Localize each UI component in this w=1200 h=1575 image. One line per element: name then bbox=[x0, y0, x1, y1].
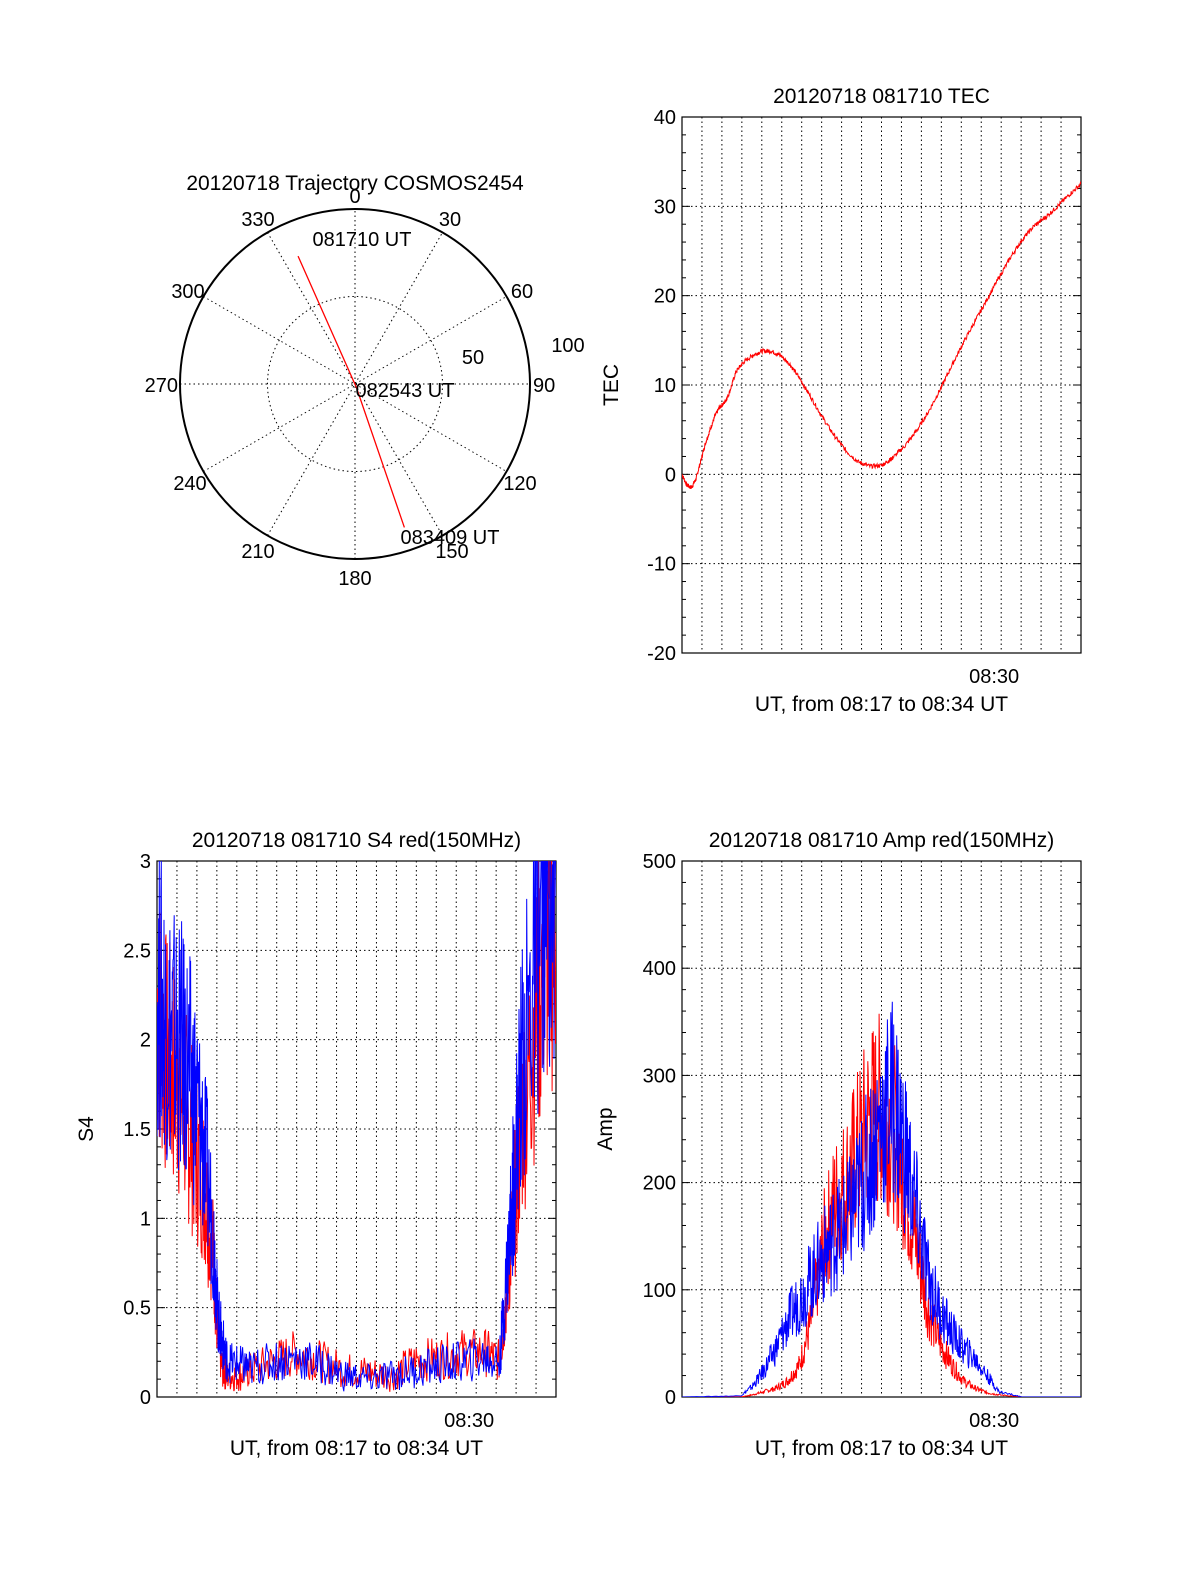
series-line-blue bbox=[682, 1001, 1081, 1397]
y-tick-label: 0 bbox=[665, 464, 676, 486]
s4-panel-title: 20120718 081710 S4 red(150MHz) bbox=[192, 829, 521, 852]
polar-title: 20120718 Trajectory COSMOS2454 bbox=[186, 172, 524, 195]
y-tick-label: 2 bbox=[140, 1030, 151, 1052]
trajectory-point-label: 082543 UT bbox=[356, 380, 455, 402]
y-tick-label: 400 bbox=[643, 958, 676, 980]
polar-azimuth-label: 0 bbox=[349, 186, 360, 208]
polar-azimuth-label: 210 bbox=[241, 541, 274, 563]
y-tick-label: 1.5 bbox=[123, 1119, 151, 1141]
x-tick-label: 08:30 bbox=[969, 666, 1019, 688]
y-tick-label: 2.5 bbox=[123, 940, 151, 962]
polar-azimuth-label: 330 bbox=[241, 209, 274, 231]
trajectory-line bbox=[297, 255, 405, 528]
series-line-red bbox=[682, 180, 1081, 489]
series-line-blue bbox=[157, 861, 556, 1392]
tec-panel-title: 20120718 081710 TEC bbox=[773, 85, 990, 108]
plot-frame bbox=[681, 116, 1082, 654]
polar-azimuth-label: 90 bbox=[533, 375, 555, 397]
y-tick-label: 0 bbox=[140, 1387, 151, 1409]
polar-plot bbox=[179, 208, 531, 560]
plot-frame bbox=[681, 860, 1082, 1398]
amp-panel bbox=[681, 860, 1082, 1398]
y-tick-label: -10 bbox=[647, 554, 676, 576]
polar-azimuth-label: 30 bbox=[439, 209, 461, 231]
y-tick-label: 0.5 bbox=[123, 1298, 151, 1320]
y-tick-label: 40 bbox=[654, 107, 676, 129]
y-axis-label: Amp bbox=[594, 1107, 617, 1150]
y-axis-label: S4 bbox=[75, 1116, 98, 1142]
y-tick-label: 200 bbox=[643, 1173, 676, 1195]
y-tick-label: 300 bbox=[643, 1065, 676, 1087]
y-tick-label: 3 bbox=[140, 851, 151, 873]
x-tick-label: 08:30 bbox=[969, 1410, 1019, 1432]
polar-azimuth-label: 150 bbox=[435, 541, 468, 563]
trajectory-point-label: 081710 UT bbox=[313, 229, 412, 251]
y-tick-label: 10 bbox=[654, 375, 676, 397]
y-tick-label: 20 bbox=[654, 286, 676, 308]
y-axis-label: TEC bbox=[600, 364, 623, 406]
y-tick-label: 30 bbox=[654, 196, 676, 218]
polar-azimuth-label: 60 bbox=[511, 281, 533, 303]
tec-panel bbox=[681, 116, 1082, 654]
x-tick-label: 08:30 bbox=[444, 1410, 494, 1432]
x-axis-label: UT, from 08:17 to 08:34 UT bbox=[230, 1437, 483, 1460]
polar-azimuth-label: 120 bbox=[503, 473, 536, 495]
y-tick-label: 100 bbox=[643, 1280, 676, 1302]
y-tick-label: 0 bbox=[665, 1387, 676, 1409]
polar-azimuth-label: 180 bbox=[338, 568, 371, 590]
polar-radial-label: 50 bbox=[462, 347, 484, 369]
y-tick-label: 500 bbox=[643, 851, 676, 873]
polar-azimuth-label: 270 bbox=[145, 375, 178, 397]
polar-azimuth-label: 240 bbox=[173, 473, 206, 495]
s4-panel bbox=[156, 860, 557, 1398]
x-axis-label: UT, from 08:17 to 08:34 UT bbox=[755, 693, 1008, 716]
y-tick-label: 1 bbox=[140, 1208, 151, 1230]
amp-panel-title: 20120718 081710 Amp red(150MHz) bbox=[709, 829, 1055, 852]
trajectory-point-label: 083409 UT bbox=[401, 527, 500, 549]
polar-azimuth-label: 300 bbox=[171, 281, 204, 303]
x-axis-label: UT, from 08:17 to 08:34 UT bbox=[755, 1437, 1008, 1460]
y-tick-label: -20 bbox=[647, 643, 676, 665]
polar-radial-label: 100 bbox=[551, 335, 584, 357]
series-line-red bbox=[682, 1013, 1081, 1397]
